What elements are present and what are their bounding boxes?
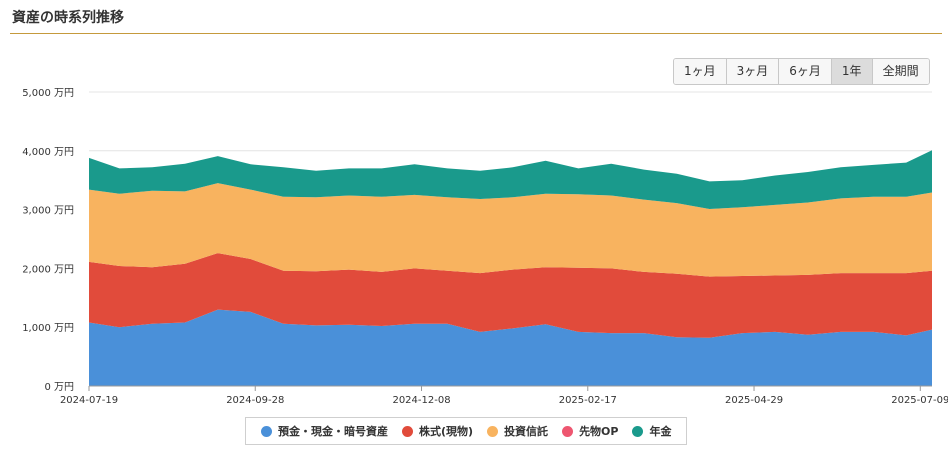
- legend-swatch-pension: [632, 425, 644, 437]
- range-button-all[interactable]: 全期間: [872, 59, 929, 84]
- legend-label-cash: 預金・現金・暗号資産: [278, 425, 388, 438]
- y-tick-label: 5,000 万円: [22, 88, 74, 99]
- title-underline: [10, 33, 942, 34]
- range-button-3m[interactable]: 3ヶ月: [726, 59, 780, 84]
- x-tick-label: 2025-07-09: [891, 395, 948, 406]
- legend-item-pension[interactable]: 年金: [632, 423, 671, 439]
- range-button-6m[interactable]: 6ヶ月: [779, 59, 832, 84]
- area-series-1: [89, 253, 932, 338]
- legend-item-funds[interactable]: 投資信託: [487, 423, 548, 439]
- legend-swatch-stocks: [402, 425, 413, 437]
- x-tick-label: 2024-12-08: [392, 395, 450, 406]
- legend-label-pension: 年金: [649, 425, 672, 438]
- y-tick-label: 1,000 万円: [22, 323, 74, 334]
- area-series-2: [89, 183, 932, 277]
- legend-label-futures: 先物OP: [579, 425, 619, 438]
- y-tick-label: 0 万円: [44, 382, 74, 393]
- range-selector: 1ヶ月 3ヶ月 6ヶ月 1年 全期間: [673, 58, 930, 85]
- x-tick-label: 2025-02-17: [559, 395, 617, 406]
- area-series-4: [89, 150, 932, 209]
- legend-item-futures[interactable]: 先物OP: [562, 423, 618, 439]
- range-button-1y[interactable]: 1年: [831, 59, 873, 84]
- x-tick-label: 2025-04-29: [725, 395, 783, 406]
- y-tick-label: 2,000 万円: [22, 264, 74, 275]
- y-tick-label: 3,000 万円: [22, 206, 74, 217]
- area-series-0: [89, 309, 932, 386]
- page-title: 資産の時系列推移: [12, 10, 124, 26]
- legend-swatch-cash: [261, 425, 272, 437]
- x-tick-label: 2024-07-19: [60, 395, 118, 406]
- x-tick-label: 2024-09-28: [226, 395, 284, 406]
- legend-swatch-futures: [562, 425, 574, 437]
- legend-swatch-funds: [487, 425, 499, 437]
- legend-label-funds: 投資信託: [504, 425, 549, 438]
- y-tick-label: 4,000 万円: [22, 147, 74, 158]
- legend-item-stocks[interactable]: 株式(現物): [402, 423, 473, 439]
- range-button-1m[interactable]: 1ヶ月: [674, 59, 727, 84]
- legend-label-stocks: 株式(現物): [419, 425, 474, 438]
- legend-item-cash[interactable]: 預金・現金・暗号資産: [261, 423, 388, 439]
- chart-legend: 預金・現金・暗号資産 株式(現物) 投資信託 先物OP 年金: [245, 417, 688, 445]
